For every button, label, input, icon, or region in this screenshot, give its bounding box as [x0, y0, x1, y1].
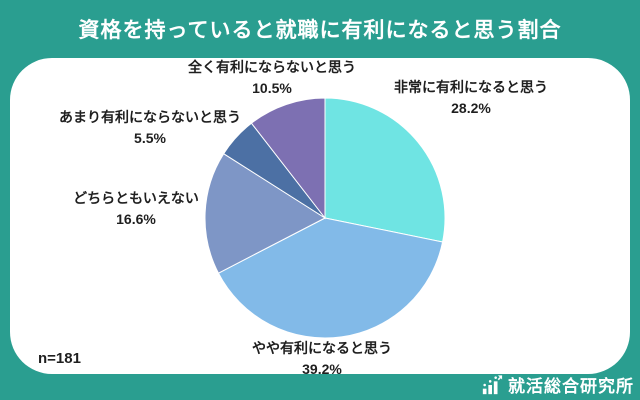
slice-label-text: あまり有利にならないと思う [59, 109, 241, 125]
slice-label-text: 全く有利にならないと思う [188, 59, 356, 75]
title-bar: 資格を持っていると就職に有利になると思う割合 [0, 0, 640, 58]
slice-percentage: 28.2% [451, 100, 491, 116]
brand-logo: 就活総合研究所 [481, 372, 634, 397]
slice-label-text: どちらともいえない [73, 190, 199, 206]
slice-percentage: 5.5% [134, 130, 166, 146]
slice-label-very-advantageous: 非常に有利になると思う 28.2% [394, 77, 548, 119]
slice-percentage: 39.2% [302, 361, 342, 377]
sample-size-label: n=181 [38, 350, 81, 367]
slice-label-not-very-advantageous: あまり有利にならないと思う 5.5% [59, 107, 241, 149]
slice-label-text: やや有利になると思う [252, 340, 392, 356]
page-title: 資格を持っていると就職に有利になると思う割合 [78, 19, 562, 42]
slice-label-neutral: どちらともいえない 16.6% [73, 188, 199, 230]
slice-percentage: 16.6% [116, 211, 156, 227]
brand-logo-text: 就活総合研究所 [508, 377, 634, 396]
slice-label-not-at-all-advantageous: 全く有利にならないと思う 10.5% [188, 57, 356, 99]
slice-label-text: 非常に有利になると思う [394, 79, 548, 95]
slice-percentage: 10.5% [252, 80, 292, 96]
slice-label-somewhat-advantageous: やや有利になると思う 39.2% [252, 338, 392, 380]
bar-chart-growth-icon [481, 374, 503, 396]
